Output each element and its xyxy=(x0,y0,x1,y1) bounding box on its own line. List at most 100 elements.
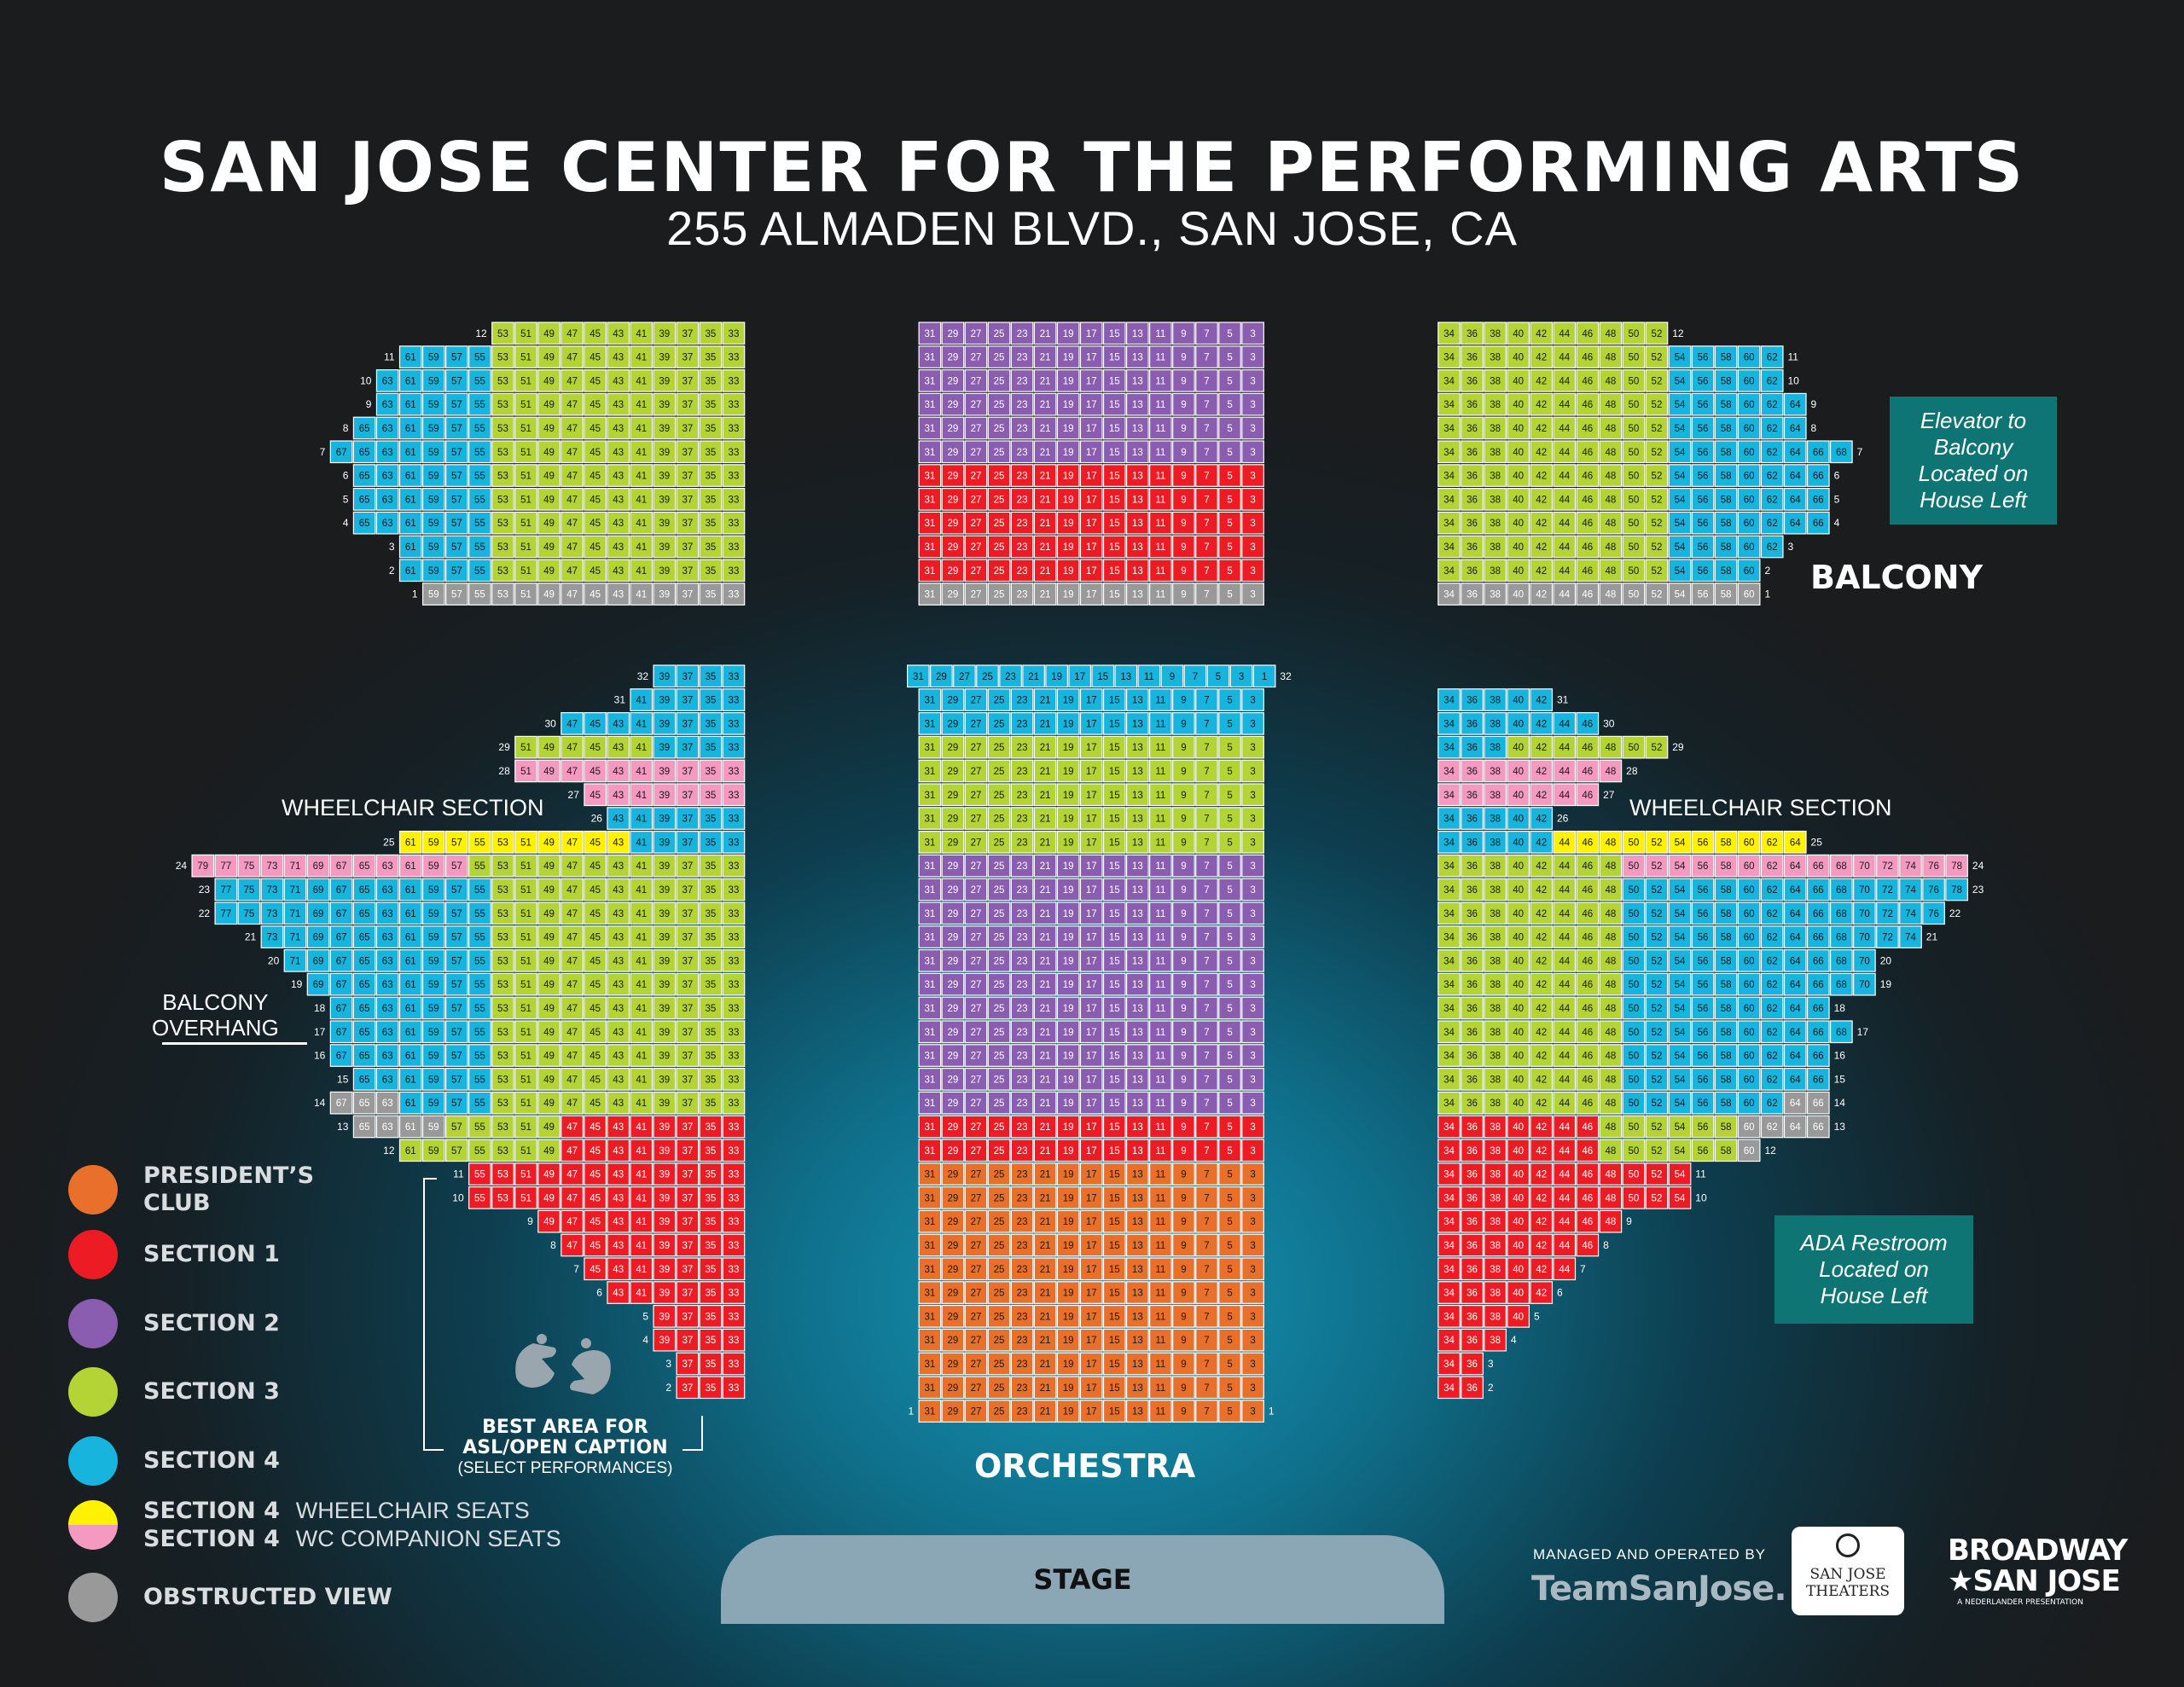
seat[interactable]: 39 xyxy=(653,369,677,392)
seat[interactable]: 50 xyxy=(1622,1162,1646,1186)
seat[interactable]: 51 xyxy=(514,759,537,783)
seat[interactable]: 5 xyxy=(1218,1067,1241,1091)
seat[interactable]: 47 xyxy=(561,759,584,783)
seat[interactable]: 62 xyxy=(1760,901,1784,925)
seat[interactable]: 3 xyxy=(1241,1115,1264,1139)
seat[interactable]: 67 xyxy=(329,948,353,972)
seat[interactable]: 17 xyxy=(1079,1328,1103,1352)
seat[interactable]: 42 xyxy=(1530,1162,1554,1186)
seat[interactable]: 50 xyxy=(1622,511,1646,535)
seat[interactable]: 41 xyxy=(630,1067,653,1091)
seat[interactable]: 39 xyxy=(653,688,677,711)
seat[interactable]: 19 xyxy=(1056,1067,1080,1091)
seat[interactable]: 7 xyxy=(1195,464,1218,487)
seat[interactable]: 34 xyxy=(1438,1376,1461,1400)
seat[interactable]: 11 xyxy=(1149,759,1172,783)
seat[interactable]: 27 xyxy=(964,583,988,606)
seat[interactable]: 27 xyxy=(964,1400,988,1423)
seat[interactable]: 57 xyxy=(444,583,468,606)
seat[interactable]: 38 xyxy=(1484,996,1507,1020)
seat[interactable]: 55 xyxy=(468,830,491,854)
seat[interactable]: 35 xyxy=(699,416,723,440)
seat[interactable]: 3 xyxy=(1241,1044,1264,1067)
seat[interactable]: 41 xyxy=(630,735,653,759)
seat[interactable]: 58 xyxy=(1714,854,1738,878)
seat[interactable]: 38 xyxy=(1484,440,1507,464)
seat[interactable]: 21 xyxy=(1033,1067,1057,1091)
seat[interactable]: 57 xyxy=(444,1115,468,1139)
seat[interactable]: 19 xyxy=(1056,1020,1080,1044)
seat[interactable]: 39 xyxy=(653,464,677,487)
seat[interactable]: 44 xyxy=(1553,1233,1577,1257)
seat[interactable]: 47 xyxy=(561,1020,584,1044)
seat[interactable]: 35 xyxy=(699,345,723,368)
seat[interactable]: 47 xyxy=(561,487,584,511)
seat[interactable]: 33 xyxy=(722,1352,746,1376)
seat[interactable]: 50 xyxy=(1622,1115,1646,1139)
seat[interactable]: 37 xyxy=(676,1304,700,1328)
seat[interactable]: 55 xyxy=(468,972,491,996)
seat[interactable]: 49 xyxy=(537,511,561,535)
seat[interactable]: 40 xyxy=(1507,487,1531,511)
seat[interactable]: 35 xyxy=(699,1020,723,1044)
seat[interactable]: 67 xyxy=(329,996,353,1020)
seat[interactable]: 36 xyxy=(1461,1067,1484,1091)
seat[interactable]: 45 xyxy=(584,783,607,807)
seat[interactable]: 45 xyxy=(584,416,607,440)
seat[interactable]: 52 xyxy=(1645,392,1669,416)
seat[interactable]: 27 xyxy=(964,830,988,854)
seat[interactable]: 36 xyxy=(1461,416,1484,440)
seat[interactable]: 25 xyxy=(987,416,1011,440)
seat[interactable]: 31 xyxy=(918,878,942,901)
seat[interactable]: 17 xyxy=(1079,1067,1103,1091)
seat[interactable]: 45 xyxy=(584,996,607,1020)
seat[interactable]: 19 xyxy=(1056,1352,1080,1376)
seat[interactable]: 48 xyxy=(1599,735,1623,759)
seat[interactable]: 36 xyxy=(1461,1139,1484,1162)
seat[interactable]: 5 xyxy=(1218,1139,1241,1162)
seat[interactable]: 21 xyxy=(1033,583,1057,606)
seat[interactable]: 15 xyxy=(1102,1162,1126,1186)
seat[interactable]: 17 xyxy=(1079,1139,1103,1162)
seat[interactable]: 33 xyxy=(722,948,746,972)
seat[interactable]: 7 xyxy=(1195,1304,1218,1328)
seat[interactable]: 3 xyxy=(1241,369,1264,392)
seat[interactable]: 43 xyxy=(607,1020,630,1044)
seat[interactable]: 52 xyxy=(1645,996,1669,1020)
seat[interactable]: 9 xyxy=(1172,392,1195,416)
seat[interactable]: 31 xyxy=(918,1115,942,1139)
seat[interactable]: 13 xyxy=(1125,1186,1149,1209)
seat[interactable]: 51 xyxy=(514,972,537,996)
seat[interactable]: 15 xyxy=(1102,996,1126,1020)
seat[interactable]: 9 xyxy=(1172,535,1195,559)
seat[interactable]: 41 xyxy=(630,440,653,464)
seat[interactable]: 23 xyxy=(1010,1186,1034,1209)
seat[interactable]: 15 xyxy=(1091,664,1115,688)
seat[interactable]: 27 xyxy=(964,369,988,392)
seat[interactable]: 19 xyxy=(1056,1209,1080,1233)
seat[interactable]: 55 xyxy=(468,1067,491,1091)
seat[interactable]: 5 xyxy=(1218,345,1241,368)
seat[interactable]: 35 xyxy=(699,878,723,901)
seat[interactable]: 44 xyxy=(1553,711,1577,735)
seat[interactable]: 52 xyxy=(1645,830,1669,854)
seat[interactable]: 11 xyxy=(1149,392,1172,416)
seat[interactable]: 23 xyxy=(1010,1209,1034,1233)
seat[interactable]: 63 xyxy=(375,925,399,948)
seat[interactable]: 3 xyxy=(1241,559,1264,583)
seat[interactable]: 23 xyxy=(1010,711,1034,735)
seat[interactable]: 76 xyxy=(1922,878,1945,901)
seat[interactable]: 11 xyxy=(1149,783,1172,807)
seat[interactable]: 67 xyxy=(329,878,353,901)
seat[interactable]: 33 xyxy=(722,1067,746,1091)
seat[interactable]: 38 xyxy=(1484,1233,1507,1257)
seat[interactable]: 3 xyxy=(1241,854,1264,878)
seat[interactable]: 51 xyxy=(514,322,537,345)
seat[interactable]: 43 xyxy=(607,1044,630,1067)
seat[interactable]: 46 xyxy=(1576,511,1600,535)
seat[interactable]: 3 xyxy=(1241,583,1264,606)
seat[interactable]: 5 xyxy=(1218,1162,1241,1186)
seat[interactable]: 25 xyxy=(987,901,1011,925)
seat[interactable]: 11 xyxy=(1149,972,1172,996)
seat[interactable]: 45 xyxy=(584,345,607,368)
